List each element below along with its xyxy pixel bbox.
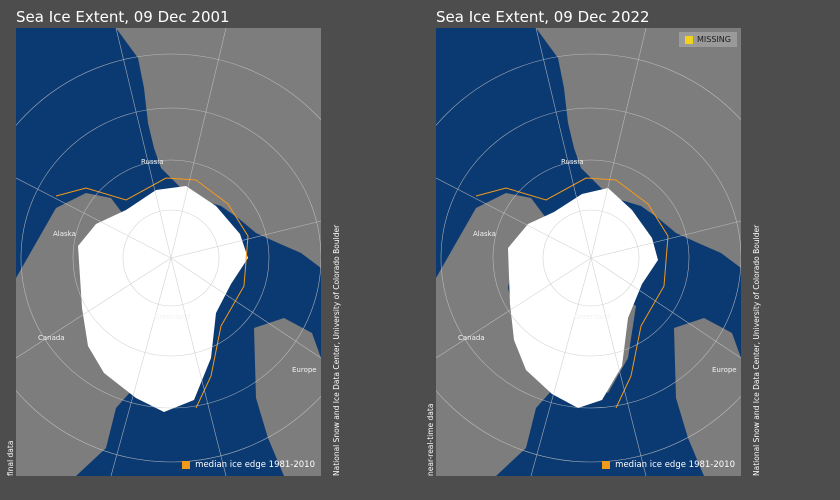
region-label-alaska: Alaska <box>473 230 496 238</box>
region-label-canada: Canada <box>458 334 485 342</box>
region-label-russia: Russia <box>561 158 584 166</box>
land-eurasia <box>16 28 321 268</box>
median-ice-edge-swatch <box>182 461 191 469</box>
region-label-russia: Russia <box>141 158 164 166</box>
region-label-greenland: Greenland <box>574 313 611 321</box>
data-status-label: near-real-time data <box>426 403 435 476</box>
map-graphic <box>436 28 741 476</box>
median-ice-edge-legend: median ice edge 1981-2010 <box>602 460 735 470</box>
median-ice-edge <box>475 177 669 409</box>
sea-ice <box>78 186 248 412</box>
credit-label: National Snow and Ice Data Center, Unive… <box>752 224 761 476</box>
land-europe <box>674 318 741 476</box>
graticule <box>436 28 741 476</box>
credit-label: National Snow and Ice Data Center, Unive… <box>332 224 341 476</box>
region-label-europe: Europe <box>712 366 737 374</box>
region-label-canada: Canada <box>38 334 65 342</box>
sea-ice-map: Russia Alaska Canada Greenland Europe MI… <box>436 28 741 476</box>
median-ice-edge-legend: median ice edge 1981-2010 <box>182 460 315 470</box>
region-label-alaska: Alaska <box>53 230 76 238</box>
map-graphic <box>16 28 321 476</box>
sea-ice-map: Russia Alaska Canada Greenland Europe me… <box>16 28 321 476</box>
data-status-label: final data <box>6 440 15 476</box>
missing-label: MISSING <box>697 35 731 44</box>
median-ice-edge-swatch <box>602 461 611 469</box>
legend-label: median ice edge 1981-2010 <box>615 460 735 470</box>
region-label-greenland: Greenland <box>154 313 191 321</box>
legend-label: median ice edge 1981-2010 <box>195 460 315 470</box>
region-label-europe: Europe <box>292 366 317 374</box>
missing-legend: MISSING <box>679 32 737 47</box>
panel-title: Sea Ice Extent, 09 Dec 2001 <box>16 8 230 26</box>
panel-title: Sea Ice Extent, 09 Dec 2022 <box>436 8 650 26</box>
land-europe <box>254 318 321 476</box>
graticule <box>16 28 321 476</box>
median-ice-edge <box>55 177 249 409</box>
land-north-america <box>436 193 554 476</box>
land-north-america <box>16 193 134 476</box>
land-eurasia <box>436 28 741 268</box>
missing-swatch <box>685 35 694 44</box>
